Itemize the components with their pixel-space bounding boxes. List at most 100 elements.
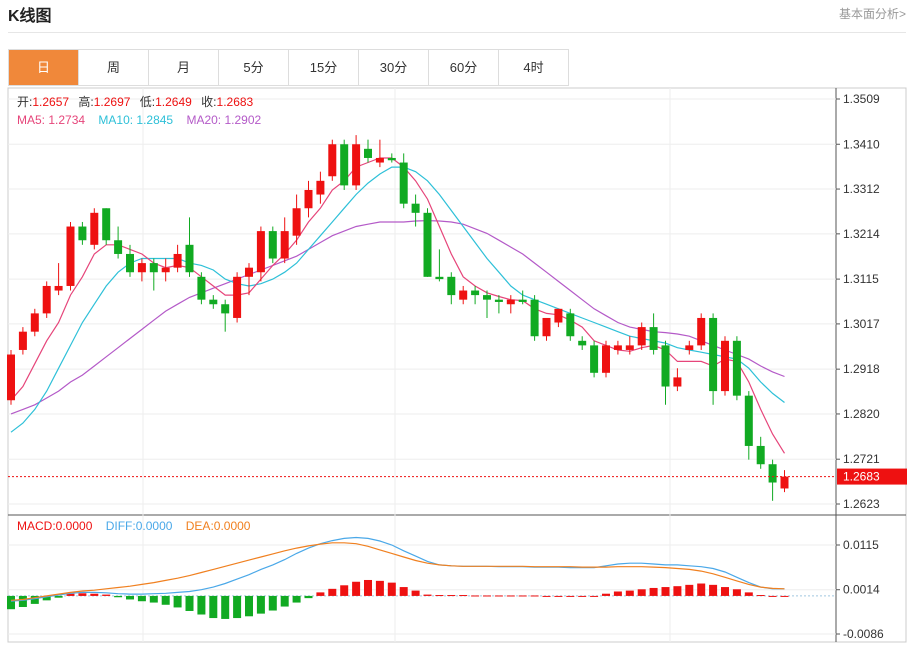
candle-body[interactable] [602,345,610,373]
candle-body[interactable] [506,299,515,305]
candle-body[interactable] [637,327,646,346]
candle-body[interactable] [721,340,729,392]
candle-body[interactable] [685,345,694,350]
candle-body[interactable] [554,308,563,323]
tab-60min[interactable]: 60分 [429,50,499,85]
candle-body[interactable] [780,476,789,489]
candle-body[interactable] [613,345,622,350]
macd-histogram-bar [447,595,456,597]
candle-body[interactable] [661,345,670,387]
price-tick-label: 1.2918 [843,362,880,376]
macd-histogram-bar [352,581,361,596]
macd-histogram-bar [625,590,634,596]
candle-body[interactable] [161,267,170,273]
candle-body[interactable] [732,340,741,396]
tab-30min[interactable]: 30分 [359,50,429,85]
macd-histogram-bar [126,595,134,600]
candle-body[interactable] [411,203,420,213]
candle-body[interactable] [709,317,718,392]
candle-body[interactable] [590,345,599,373]
price-tick-label: 1.2721 [843,452,880,466]
candle-body[interactable] [649,327,658,350]
candle-body[interactable] [542,317,551,337]
tab-month[interactable]: 月 [149,50,219,85]
candle-body[interactable] [768,464,777,483]
candle-body[interactable] [697,317,706,346]
candle-body[interactable] [744,395,753,446]
macd-histogram-bar [102,594,111,596]
candle-body[interactable] [340,144,349,186]
price-tick-label: 1.3115 [843,272,879,286]
macd-histogram-bar [304,595,313,599]
tab-4hour[interactable]: 4时 [499,50,569,85]
candle-body[interactable] [126,253,134,273]
candle-body[interactable] [173,253,182,268]
candle-body[interactable] [197,276,206,300]
macd-histogram-bar [90,593,99,596]
candle-body[interactable] [375,157,384,163]
candle-body[interactable] [30,313,39,332]
candle-body[interactable] [459,290,468,300]
candle-body[interactable] [221,304,230,314]
macd-histogram-bar [399,587,408,596]
candle-body[interactable] [114,240,123,254]
candle-body[interactable] [483,295,491,300]
macd-histogram-bar [602,593,610,596]
macd-histogram-bar [233,595,242,619]
tab-15min[interactable]: 15分 [289,50,359,85]
candle-body[interactable] [566,313,575,337]
candle-body[interactable] [209,299,218,305]
candle-body[interactable] [185,244,194,273]
candle-body[interactable] [54,285,63,291]
candle-body[interactable] [304,189,313,209]
tab-day[interactable]: 日 [9,50,79,85]
candle-body[interactable] [292,208,301,236]
candle-body[interactable] [423,212,432,277]
candle-body[interactable] [352,144,361,186]
tab-week[interactable]: 周 [79,50,149,85]
ohlc-readout: 开:1.2657 高:1.2697 低:1.2649 收:1.2683 [17,94,254,109]
candle-body[interactable] [233,276,242,318]
macd-histogram-bar [435,595,444,597]
candle-body[interactable] [530,299,539,337]
macd-histogram-bar [66,593,75,596]
macd-histogram-bar [340,585,349,596]
candle-body[interactable] [78,226,87,241]
candle-body[interactable] [102,208,111,241]
candle-body[interactable] [399,162,408,204]
candle-body[interactable] [625,345,634,350]
macd-histogram-bar [7,595,15,610]
macd-histogram-bar [483,595,491,597]
candle-body[interactable] [149,263,158,273]
macd-histogram-bar [637,589,646,596]
candle-body[interactable] [268,231,277,259]
candle-body[interactable] [387,157,396,161]
candle-body[interactable] [578,340,587,346]
macd-histogram-bar [197,595,206,615]
candle-body[interactable] [42,285,51,314]
candle-body[interactable] [673,377,682,387]
candle-body[interactable] [66,226,75,286]
candle-body[interactable] [328,144,337,177]
candle-body[interactable] [447,276,456,296]
macd-tick-label: 0.0014 [843,583,880,597]
candle-body[interactable] [137,263,146,273]
candle-body[interactable] [756,445,765,465]
candle-body[interactable] [245,267,253,277]
macd-histogram-bar [732,589,741,596]
fundamental-analysis-link[interactable]: 基本面分析> [838,7,906,21]
candle-body[interactable] [435,276,444,280]
candle-body[interactable] [256,231,265,273]
candle-body[interactable] [18,331,27,350]
macd-histogram-bar [673,586,682,596]
candle-body[interactable] [471,290,480,296]
candle-body[interactable] [494,299,503,302]
candle-body[interactable] [7,354,15,401]
candle-body[interactable] [518,299,527,302]
tab-5min[interactable]: 5分 [219,50,289,85]
candle-body[interactable] [280,231,289,259]
candle-body[interactable] [90,212,99,245]
candle-body[interactable] [364,148,372,158]
candle-body[interactable] [316,180,325,195]
